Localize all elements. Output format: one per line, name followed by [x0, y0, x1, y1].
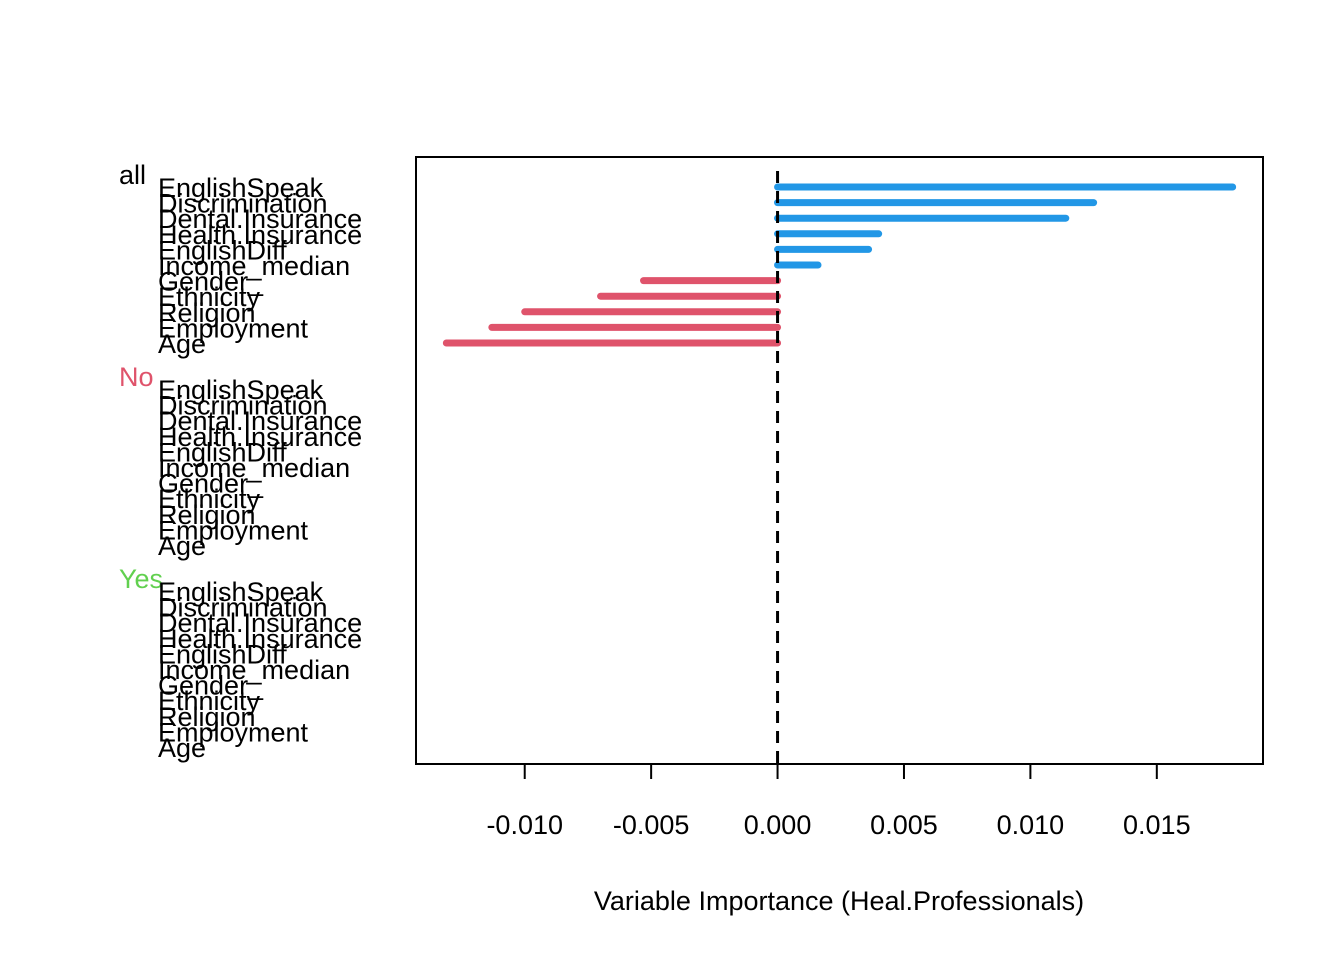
x-axis-title: Variable Importance (Heal.Professionals) [594, 886, 1084, 916]
variable-label: Income_median [158, 251, 350, 281]
group-label-all: all [119, 160, 146, 190]
variable-label: Income_median [158, 655, 350, 685]
x-tick-label: 0.015 [1123, 810, 1191, 840]
y-labels-layer: all EnglishSpeakDiscriminationDental.Insu… [119, 160, 362, 763]
variable-label: Income_median [158, 453, 350, 483]
variable-label: Health.Insurance [158, 624, 362, 654]
variable-label: Discrimination [158, 391, 328, 421]
group-label-no: No [119, 362, 154, 392]
group-label-yes: Yes [119, 564, 163, 594]
variable-label: EnglishSpeak [158, 577, 324, 607]
x-ticks-layer: -0.010 -0.005 0.000 0.005 0.010 0.015 [486, 764, 1191, 840]
variable-label: Religion [158, 500, 256, 530]
variable-label: Dental.Insurance [158, 204, 362, 234]
variable-label: Gender_ [158, 671, 264, 701]
variable-label: Health.Insurance [158, 220, 362, 250]
x-tick-label: 0.005 [870, 810, 938, 840]
variable-label: Dental.Insurance [158, 608, 362, 638]
x-tick-label: 0.010 [997, 810, 1065, 840]
variable-label: Gender_ [158, 469, 264, 499]
variable-label: Employment [158, 515, 309, 545]
variable-label: Discrimination [158, 593, 328, 623]
variable-label: EnglishSpeak [158, 375, 324, 405]
variable-label: Discrimination [158, 189, 328, 219]
variable-label: Ethnicity [158, 282, 261, 312]
variable-label: EnglishSpeak [158, 173, 324, 203]
variable-label: Gender_ [158, 267, 264, 297]
variable-label: Religion [158, 702, 256, 732]
variable-label: Employment [158, 313, 309, 343]
variable-label: EnglishDiff [158, 639, 287, 669]
variable-label: Dental.Insurance [158, 406, 362, 436]
variable-label: Ethnicity [158, 686, 261, 716]
variable-label: Employment [158, 717, 309, 747]
x-tick-label: -0.005 [613, 810, 690, 840]
bars-layer [442, 183, 1237, 347]
variable-label: Religion [158, 298, 256, 328]
variable-label: EnglishDiff [158, 235, 287, 265]
x-tick-label: 0.000 [744, 810, 812, 840]
variable-label: Age [158, 329, 206, 359]
variable-label: Age [158, 733, 206, 763]
x-tick-label: -0.010 [486, 810, 563, 840]
variable-label: Health.Insurance [158, 422, 362, 452]
variable-label: Ethnicity [158, 484, 261, 514]
variable-label: EnglishDiff [158, 437, 287, 467]
variable-label: Age [158, 531, 206, 561]
